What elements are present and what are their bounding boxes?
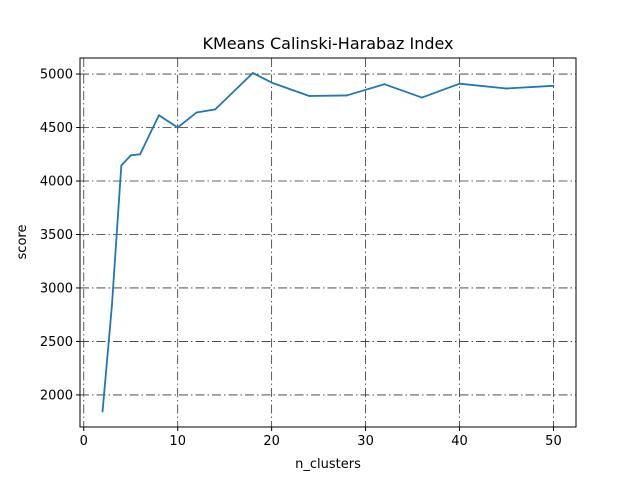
data-point xyxy=(158,114,160,117)
y-tick-label: 2000 xyxy=(40,388,73,403)
x-axis-label: n_clusters xyxy=(295,457,361,472)
y-tick-label: 3500 xyxy=(40,228,73,243)
x-tick-label: 0 xyxy=(80,434,88,449)
data-point xyxy=(120,164,123,167)
data-point xyxy=(345,94,348,97)
chart-title: KMeans Calinski-Harabaz Index xyxy=(202,34,453,53)
y-tick-label: 5000 xyxy=(40,68,73,83)
y-axis-ticks: 2000 2500 3000 3500 4000 4500 5000 xyxy=(40,68,80,403)
data-point xyxy=(195,111,198,114)
data-point xyxy=(383,83,386,86)
data-point xyxy=(101,410,104,413)
data-point xyxy=(176,126,179,129)
data-point xyxy=(421,96,423,99)
x-tick-label: 10 xyxy=(169,434,186,449)
plot-frame xyxy=(79,57,577,428)
data-point xyxy=(214,108,217,111)
y-tick-label: 4000 xyxy=(40,175,73,190)
data-point xyxy=(129,154,132,157)
series-line xyxy=(101,72,554,412)
x-axis-ticks: 0 10 20 30 40 50 xyxy=(80,427,562,449)
x-tick-label: 50 xyxy=(545,434,562,449)
data-point xyxy=(458,82,461,85)
data-point xyxy=(251,72,254,74)
data-point xyxy=(505,87,508,90)
y-tick-label: 3000 xyxy=(40,281,73,296)
data-point xyxy=(308,95,311,97)
y-tick-label: 2500 xyxy=(40,335,73,350)
x-tick-label: 30 xyxy=(357,434,374,449)
x-tick-label: 40 xyxy=(451,434,468,449)
data-point xyxy=(552,84,555,87)
series-line-layer xyxy=(101,72,555,413)
data-point xyxy=(270,81,273,84)
data-point xyxy=(111,304,113,306)
data-point xyxy=(139,153,142,156)
grid xyxy=(80,58,576,427)
y-tick-label: 4500 xyxy=(40,121,73,136)
x-tick-label: 20 xyxy=(263,434,280,449)
y-axis-label: score xyxy=(15,225,30,260)
